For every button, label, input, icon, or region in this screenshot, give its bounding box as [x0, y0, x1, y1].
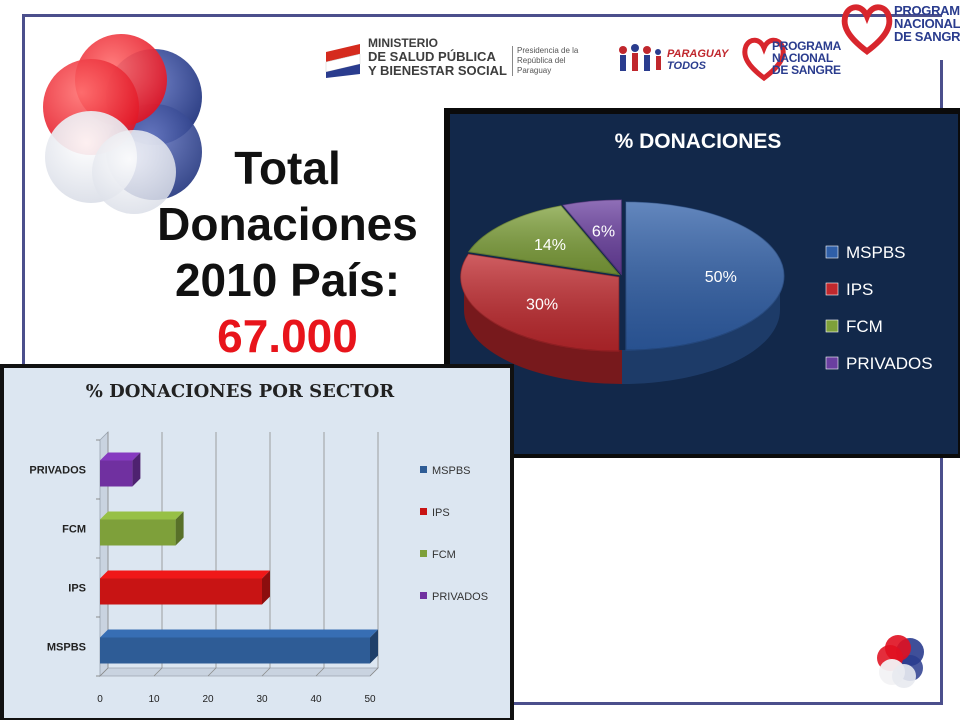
bar-x-tick-label: 10 — [148, 694, 160, 705]
pie-legend-swatch-mspbs — [825, 245, 839, 259]
bar-floor — [99, 667, 379, 677]
bar-legend-label-fcm: FCM — [432, 549, 456, 561]
pns-line1: PROGRAMA — [772, 39, 841, 53]
bar-category-label-mspbs: MSPBS — [47, 642, 86, 654]
pie-chart-panel: % DONACIONES 50% 30% 14% 6% MSPBS IPS FCM PRIV… — [444, 108, 960, 458]
paraguay-todos-logo: PARAGUAY TODOS — [615, 42, 729, 82]
bar-legend-swatch-mspbs — [420, 466, 427, 473]
pie-data-label-ips: 30% — [526, 296, 558, 313]
bar-x-tick-label: 30 — [256, 694, 268, 705]
frame-top-line — [22, 14, 942, 17]
headline-line3: 2010 País: — [174, 254, 401, 306]
bar-x-tick-label: 20 — [202, 694, 214, 705]
pie-legend-label-mspbs: MSPBS — [846, 243, 906, 262]
pns-top-line2: NACIONAL — [894, 16, 960, 31]
heart-icon — [742, 37, 786, 82]
bar-fcm — [100, 511, 184, 546]
bar-chart-panel: % DONACIONES POR SECTOR MSPBS IPS FCM PRIVA… — [0, 364, 514, 720]
bar-x-tick-label: 40 — [310, 694, 322, 705]
bar-x-tick-label: 0 — [97, 694, 103, 705]
presidencia-text: Presidencia de la República del Paraguay — [512, 46, 592, 76]
pie-legend-label-ips: IPS — [846, 280, 873, 299]
ministerio-logo: MINISTERIO DE SALUD PÚBLICA Y BIENESTAR … — [322, 34, 512, 84]
bar-ips — [100, 570, 270, 605]
pns-top-line1: PROGRAMA — [894, 3, 960, 18]
pie-legend-label-privados: PRIVADOS — [846, 354, 933, 373]
bar-legend-swatch-fcm — [420, 550, 427, 557]
headline-total-value: 67.000 — [217, 310, 358, 362]
headline: Total Donaciones 2010 País: 67.000 — [140, 140, 435, 364]
programa-nacional-sangre-logo-corner: PROGRAMA NACIONAL DE SANGRE — [838, 0, 960, 58]
programa-nacional-sangre-logo: PROGRAMA NACIONAL DE SANGRE — [740, 34, 858, 84]
donation-circles-logo — [43, 34, 202, 214]
pie-data-label-mspbs: 50% — [705, 269, 737, 286]
bar-mspbs — [100, 629, 378, 664]
pns-line3: DE SANGRE — [772, 63, 841, 77]
headline-line1: Total — [234, 142, 341, 194]
ministerio-line3: Y BIENESTAR SOCIAL — [368, 63, 507, 78]
pie-chart: % DONACIONES 50% 30% 14% 6% MSPBS IPS FCM PRIV… — [460, 130, 933, 384]
bar-chart: % DONACIONES POR SECTOR MSPBS IPS FCM PRIVA… — [29, 381, 488, 705]
bar-x-tick-label: 50 — [364, 694, 376, 705]
todos-label: TODOS — [667, 60, 706, 72]
pns-top-line3: DE SANGRE — [894, 29, 960, 44]
bar-category-label-fcm: FCM — [62, 524, 86, 536]
pie-legend-swatch-privados — [825, 356, 839, 370]
bar-legend-swatch-ips — [420, 508, 427, 515]
pns-line2: NACIONAL — [772, 51, 833, 65]
heart-icon — [841, 4, 893, 55]
paraguay-label: PARAGUAY — [667, 48, 729, 60]
pie-legend-label-fcm: FCM — [846, 317, 883, 336]
ministerio-line1: MINISTERIO — [368, 36, 439, 50]
pie-slice-side-mspbs — [622, 276, 780, 384]
donation-circles-small-logo — [877, 635, 924, 688]
pie-data-label-fcm: 14% — [534, 237, 566, 254]
bar-category-label-ips: IPS — [68, 583, 86, 595]
frame-bottom-line — [510, 702, 943, 705]
pie-slice-side-ips — [464, 276, 622, 384]
headline-line2: Donaciones — [157, 198, 418, 250]
pie-chart-title: % DONACIONES — [615, 130, 782, 153]
ministerio-line2: DE SALUD PÚBLICA — [368, 49, 496, 64]
pie-legend-swatch-ips — [825, 282, 839, 296]
bar-privados — [100, 452, 141, 487]
paraguay-flag-icon — [325, 44, 361, 78]
pie-legend-swatch-fcm — [825, 319, 839, 333]
bar-category-label-privados: PRIVADOS — [29, 465, 86, 477]
people-icon — [619, 44, 661, 71]
pie-data-label-privados: 6% — [592, 223, 615, 240]
bar-legend-label-ips: IPS — [432, 507, 450, 519]
bar-chart-title: % DONACIONES POR SECTOR — [86, 381, 396, 402]
bar-legend-label-mspbs: MSPBS — [432, 465, 471, 477]
bar-legend-swatch-privados — [420, 592, 427, 599]
frame-left-line — [22, 14, 25, 366]
bar-legend-label-privados: PRIVADOS — [432, 591, 488, 603]
